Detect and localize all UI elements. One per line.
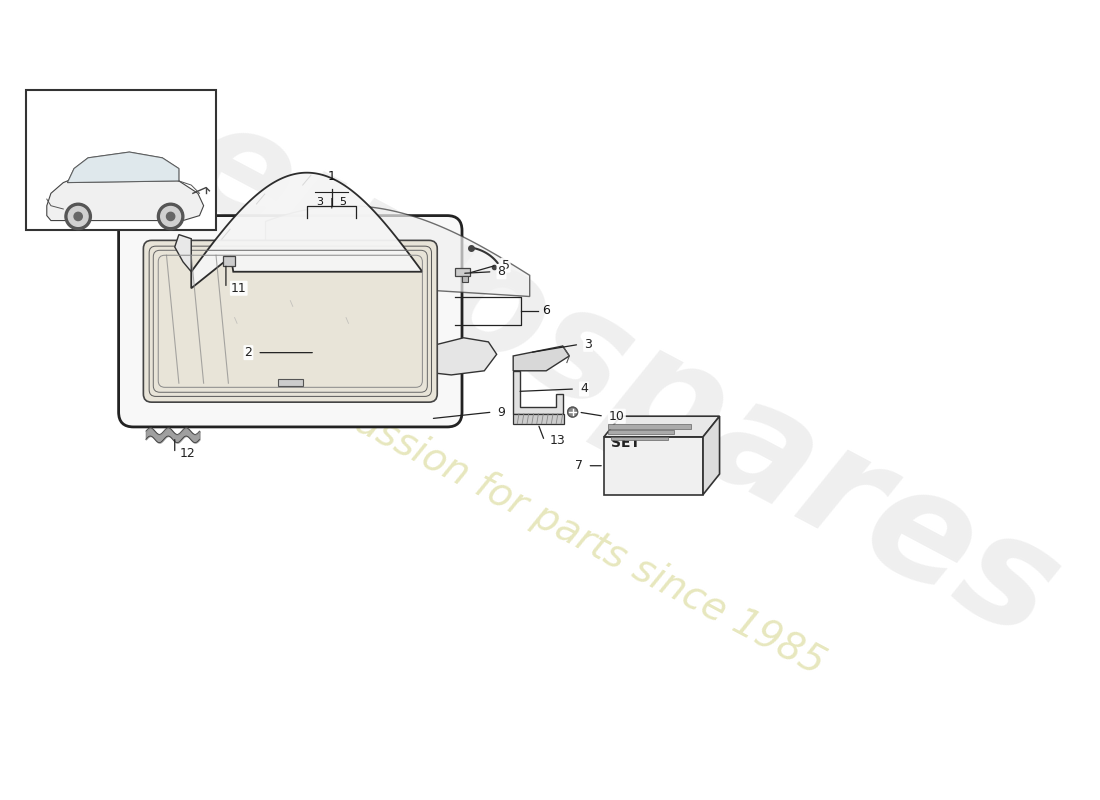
Bar — [222, 256, 235, 266]
Polygon shape — [604, 416, 719, 437]
Text: SET: SET — [610, 436, 640, 450]
Polygon shape — [67, 152, 179, 182]
Text: |: | — [330, 198, 333, 208]
Bar — [608, 430, 674, 434]
Bar — [608, 424, 691, 429]
Circle shape — [65, 203, 91, 230]
Polygon shape — [191, 173, 422, 288]
Polygon shape — [47, 171, 204, 221]
Text: 13: 13 — [550, 434, 565, 447]
Polygon shape — [514, 370, 563, 414]
Text: 1: 1 — [328, 170, 336, 182]
Polygon shape — [179, 297, 402, 354]
Text: 8: 8 — [497, 266, 506, 278]
Text: 5: 5 — [340, 198, 346, 207]
Polygon shape — [462, 276, 468, 282]
Polygon shape — [67, 152, 179, 182]
Polygon shape — [604, 437, 703, 494]
Text: eurospares: eurospares — [160, 86, 1082, 671]
Text: 2: 2 — [244, 346, 252, 359]
Circle shape — [568, 407, 578, 417]
Text: 11: 11 — [231, 282, 246, 294]
Text: a passion for parts since 1985: a passion for parts since 1985 — [295, 373, 830, 682]
FancyBboxPatch shape — [119, 216, 462, 427]
Circle shape — [157, 203, 184, 230]
Bar — [278, 379, 303, 386]
FancyBboxPatch shape — [143, 240, 437, 402]
Text: 6: 6 — [542, 304, 550, 317]
Bar — [610, 437, 669, 440]
Circle shape — [74, 212, 82, 221]
Circle shape — [161, 206, 180, 226]
Polygon shape — [455, 268, 471, 276]
Text: 5: 5 — [502, 258, 509, 272]
Text: 7: 7 — [574, 459, 583, 472]
Text: 12: 12 — [179, 447, 196, 460]
Circle shape — [68, 206, 88, 226]
Text: 3: 3 — [584, 338, 592, 351]
Text: 10: 10 — [609, 410, 625, 422]
Polygon shape — [703, 416, 719, 494]
Bar — [26, 90, 216, 230]
Polygon shape — [402, 338, 497, 375]
Circle shape — [166, 212, 175, 221]
Text: 9: 9 — [497, 406, 505, 418]
Text: 4: 4 — [580, 382, 587, 395]
Polygon shape — [514, 346, 570, 370]
Text: 3: 3 — [316, 198, 322, 207]
Polygon shape — [175, 234, 191, 272]
Bar — [514, 414, 564, 424]
Polygon shape — [265, 206, 530, 297]
